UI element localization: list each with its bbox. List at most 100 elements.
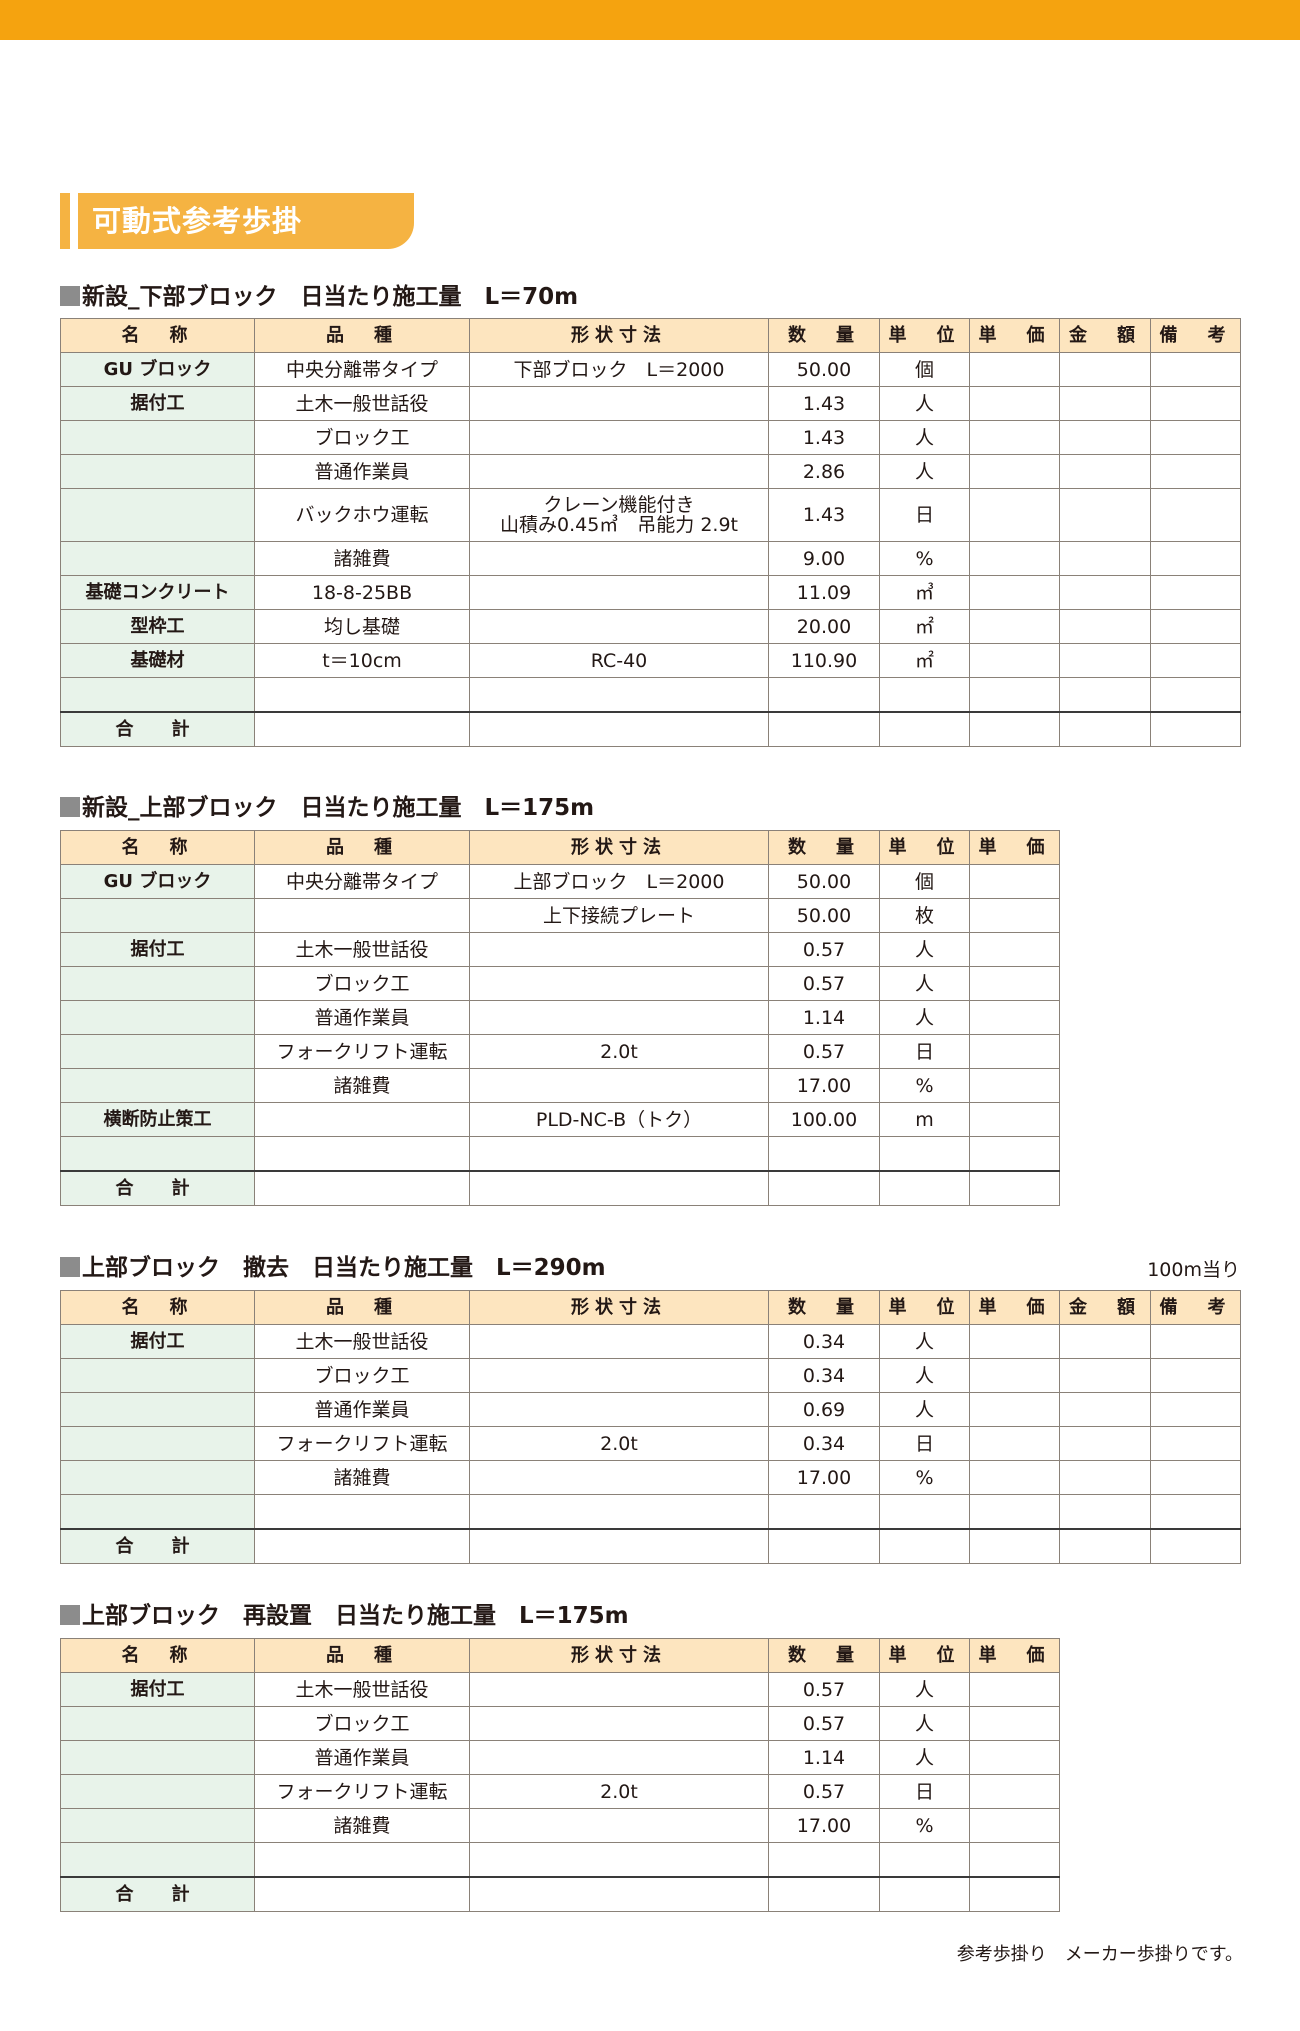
- column-header: 数 量: [768, 830, 880, 865]
- table-cell: [469, 541, 769, 576]
- column-header: 形状寸法: [469, 318, 769, 353]
- table-cell: 据付工: [60, 386, 255, 421]
- table-cell: 人: [879, 420, 970, 455]
- table-cell: [969, 898, 1060, 933]
- table-cell: [1150, 1392, 1241, 1427]
- table-cell: 諸雑費: [254, 1068, 470, 1103]
- table-cell: [469, 1876, 769, 1912]
- table-cell: 2.0t: [469, 1034, 769, 1069]
- table-row: [60, 1494, 1241, 1530]
- column-header: 数 量: [768, 318, 880, 353]
- table-cell: ブロック工: [254, 966, 470, 1001]
- section-title-text: 上部ブロック 撤去 日当たり施工量 L＝290m: [82, 1255, 606, 1281]
- table-cell: [469, 1460, 769, 1495]
- table-header-row: 名 称品 種形状寸法数 量単 位単 価金 額備 考: [60, 1290, 1241, 1325]
- table-cell: [254, 898, 470, 933]
- column-header: 形状寸法: [469, 1638, 769, 1673]
- table-cell: 諸雑費: [254, 1808, 470, 1843]
- estimate-table: 名 称品 種形状寸法数 量単 位単 価 GU ブロック 中央分離帯タイプ 上部ブロック…: [60, 830, 1060, 1206]
- table-cell: [1059, 1494, 1151, 1530]
- table-cell: 0.57: [768, 932, 880, 967]
- section-title: 上部ブロック 再設置 日当たり施工量 L＝175m: [60, 1601, 629, 1631]
- table-cell: 18-8-25BB: [254, 575, 470, 610]
- table-cell: [1150, 541, 1241, 576]
- table-cell: [969, 1808, 1060, 1843]
- table-cell: 据付工: [60, 1672, 255, 1707]
- table-cell: 1.43: [768, 488, 880, 542]
- table-cell: 人: [879, 1706, 970, 1741]
- table-cell: バックホウ運転: [254, 488, 470, 542]
- table-cell: フォークリフト運転: [254, 1034, 470, 1069]
- table-cell: [254, 1876, 470, 1912]
- table-cell: 人: [879, 1358, 970, 1393]
- table-cell: [469, 609, 769, 644]
- table-row: 普通作業員 2.86 人: [60, 454, 1241, 489]
- table-cell: [879, 711, 970, 747]
- table-cell: [469, 1842, 769, 1878]
- table-header-row: 名 称品 種形状寸法数 量単 位単 価: [60, 830, 1060, 865]
- table-cell: 人: [879, 1740, 970, 1775]
- column-header: 金 額: [1059, 1290, 1151, 1325]
- table-row: 諸雑費 17.00%: [60, 1808, 1060, 1843]
- table-cell: ブロック工: [254, 1706, 470, 1741]
- square-bullet-icon: [60, 286, 80, 306]
- column-header: 単 価: [969, 830, 1060, 865]
- footer-note: 参考歩掛り メーカー歩掛りです。: [956, 1944, 1243, 1965]
- table-cell: [60, 1494, 255, 1530]
- section-title: 上部ブロック 撤去 日当たり施工量 L＝290m: [60, 1253, 606, 1283]
- table-cell: [1150, 352, 1241, 387]
- table-row: 諸雑費 9.00%: [60, 541, 1241, 576]
- table-cell: 人: [879, 1324, 970, 1359]
- section-title-text: 新設_上部ブロック 日当たり施工量 L＝175m: [82, 795, 595, 821]
- table-cell: [969, 1740, 1060, 1775]
- table-cell: [879, 1170, 970, 1206]
- table-cell: 土木一般世話役: [254, 1324, 470, 1359]
- table-row: 据付工 土木一般世話役 0.57 人: [60, 1672, 1060, 1707]
- table-row: 諸雑費 17.00%: [60, 1068, 1060, 1103]
- table-cell: [1059, 643, 1151, 678]
- table-cell: [969, 1528, 1060, 1564]
- table-row: フォークリフト運転 2.0t 0.57 日: [60, 1034, 1060, 1069]
- table-cell: 据付工: [60, 932, 255, 967]
- table-cell: 0.57: [768, 1672, 880, 1707]
- table-row: ブロック工 1.43 人: [60, 420, 1241, 455]
- table-row: GU ブロック 中央分離帯タイプ 上部ブロック L＝2000 50.00 個: [60, 864, 1060, 899]
- table-cell: [1150, 420, 1241, 455]
- table-cell: 50.00: [768, 898, 880, 933]
- estimate-table: 名 称品 種形状寸法数 量単 位単 価据付工 土木一般世話役 0.57 人ブロック工 0…: [60, 1638, 1060, 1912]
- table-cell: 1.14: [768, 1740, 880, 1775]
- table-cell: [60, 1392, 255, 1427]
- table-cell: 型枠工: [60, 609, 255, 644]
- table-cell: [469, 420, 769, 455]
- total-row: 合 計: [60, 1170, 1060, 1206]
- table-cell: [969, 1706, 1060, 1741]
- table-cell: %: [879, 1808, 970, 1843]
- table-cell: 人: [879, 966, 970, 1001]
- column-header: 単 価: [969, 318, 1060, 353]
- column-header: 形状寸法: [469, 1290, 769, 1325]
- table-row: 据付工 土木一般世話役 0.34 人: [60, 1324, 1241, 1359]
- table-cell: 0.34: [768, 1324, 880, 1359]
- table-cell: [1150, 1324, 1241, 1359]
- column-header: 名 称: [60, 1290, 255, 1325]
- table-row: 基礎コンクリート 18-8-25BB 11.09 ㎥: [60, 575, 1241, 610]
- table-cell: [254, 677, 470, 713]
- table-row: ブロック工 0.34 人: [60, 1358, 1241, 1393]
- table-cell: [1150, 1358, 1241, 1393]
- table-cell: 人: [879, 1672, 970, 1707]
- table-cell: [969, 352, 1060, 387]
- total-row: 合 計: [60, 1528, 1241, 1564]
- table-cell: [60, 1774, 255, 1809]
- table-cell: [969, 1774, 1060, 1809]
- table-cell: [969, 643, 1060, 678]
- table-cell: 普通作業員: [254, 454, 470, 489]
- table-cell: [469, 1528, 769, 1564]
- table-cell: 基礎コンクリート: [60, 575, 255, 610]
- column-header: 形状寸法: [469, 830, 769, 865]
- table-cell: 2.0t: [469, 1774, 769, 1809]
- column-header: 数 量: [768, 1638, 880, 1673]
- table-header-row: 名 称品 種形状寸法数 量単 位単 価: [60, 1638, 1060, 1673]
- table-cell: [469, 1740, 769, 1775]
- table-cell: 20.00: [768, 609, 880, 644]
- table-cell: 土木一般世話役: [254, 932, 470, 967]
